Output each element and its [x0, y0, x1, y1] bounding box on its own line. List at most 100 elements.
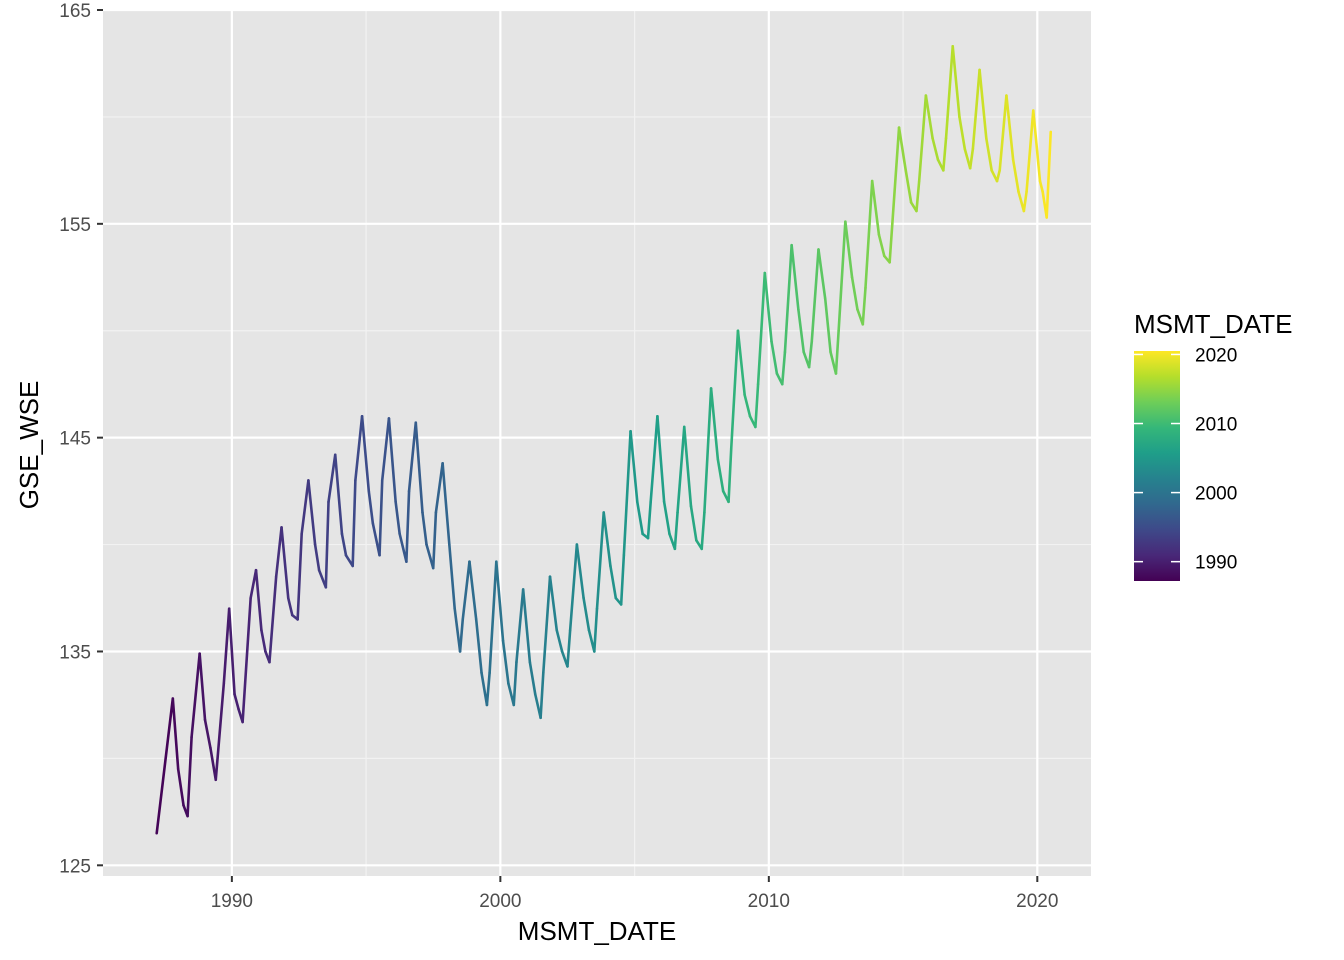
color-legend: MSMT_DATE 1990 2000 2010 2020 — [1134, 309, 1292, 581]
series-segment — [458, 618, 465, 653]
series-segment — [971, 68, 981, 151]
series-segment — [743, 393, 752, 418]
series-segment — [998, 94, 1008, 172]
series-segment — [313, 543, 321, 572]
series-segment — [924, 94, 934, 140]
series-segment — [568, 543, 579, 632]
series-segment — [990, 169, 999, 183]
series-segment — [673, 511, 679, 551]
series-segment — [474, 618, 483, 675]
series-segment — [327, 453, 337, 504]
y-tick-label: 165 — [59, 1, 91, 22]
series-segment — [333, 453, 344, 536]
series-segment — [709, 387, 720, 461]
series-segment — [915, 179, 921, 213]
series-segment — [380, 417, 391, 482]
series-segment — [783, 243, 793, 354]
series-segment — [729, 329, 740, 450]
series-line — [155, 45, 1053, 835]
series-segment — [1038, 179, 1044, 194]
series-segment — [682, 425, 693, 508]
series-segment — [877, 233, 886, 258]
series-segment — [629, 429, 639, 504]
series-segment — [515, 588, 525, 664]
series-segment — [850, 275, 859, 311]
series-segment — [837, 220, 847, 333]
series-segment — [823, 297, 832, 354]
series-segment — [944, 45, 955, 140]
series-segment — [888, 222, 894, 264]
series-segment — [249, 568, 258, 600]
series-segment — [756, 271, 767, 386]
series-segment — [542, 575, 552, 675]
series-segment — [1045, 130, 1053, 219]
series-segment — [254, 568, 263, 632]
series-segment — [280, 526, 290, 600]
series-segment — [817, 248, 827, 300]
legend-ticks: 1990 2000 2010 2020 — [1134, 345, 1237, 574]
series-segment — [942, 136, 948, 172]
series-segment — [461, 560, 471, 621]
series-segment — [1031, 109, 1042, 183]
series-segment — [727, 447, 733, 504]
series-segment — [810, 248, 820, 343]
y-axis-title: GSE_WSE — [14, 381, 44, 510]
series-segment — [501, 639, 510, 685]
y-tick-label: 125 — [59, 856, 91, 877]
series-segment — [984, 136, 993, 172]
series-segment — [951, 45, 961, 119]
series-segment — [405, 489, 411, 563]
legend-title: MSMT_DATE — [1134, 309, 1292, 339]
series-segment — [736, 329, 746, 397]
series-segment — [676, 425, 686, 514]
series-segment — [286, 596, 294, 617]
series-segment — [260, 628, 267, 653]
series-segment — [662, 500, 671, 536]
series-segment — [448, 543, 457, 611]
series-segment — [995, 169, 1002, 183]
series-segment — [897, 126, 908, 172]
y-tick-label: 145 — [59, 429, 91, 450]
series-segment — [602, 511, 612, 568]
series-segment — [190, 652, 201, 739]
series-segment — [958, 115, 967, 151]
series-segment — [367, 489, 375, 525]
series-segment — [371, 521, 381, 557]
series-segment — [233, 692, 240, 711]
x-tick-label: 2010 — [748, 891, 790, 912]
series-segment — [807, 340, 814, 369]
series-segment — [528, 660, 537, 696]
y-axis-ticks: 125 135 145 155 165 — [59, 1, 103, 877]
plot-panel — [103, 10, 1091, 876]
x-axis-ticks: 1990 2000 2010 2020 — [211, 876, 1058, 912]
series-segment — [1017, 190, 1026, 213]
series-segment — [656, 414, 666, 504]
series-segment — [1005, 94, 1015, 161]
series-segment — [1025, 109, 1035, 194]
series-segment — [703, 387, 713, 514]
series-segment — [931, 136, 940, 161]
series-segment — [649, 414, 659, 504]
series-segment — [512, 660, 518, 707]
series-segment — [354, 414, 364, 482]
y-tick-label: 135 — [59, 642, 91, 663]
series-segment — [214, 682, 226, 782]
series-segment — [1022, 190, 1028, 213]
series-segment — [324, 500, 330, 589]
series-segment — [387, 417, 397, 504]
series-segment — [797, 308, 806, 354]
series-segment — [595, 511, 606, 611]
x-tick-label: 1990 — [211, 891, 253, 912]
series-segment — [844, 220, 854, 279]
series-segment — [360, 414, 371, 493]
series-segment — [488, 560, 498, 675]
series-segment — [300, 479, 310, 536]
series-segment — [622, 429, 632, 557]
series-segment — [861, 286, 867, 326]
series-segment — [480, 671, 489, 707]
series-segment — [575, 543, 585, 600]
series-segment — [296, 532, 303, 621]
series-segment — [340, 532, 348, 557]
series-segment — [891, 126, 901, 226]
series-segment — [963, 147, 972, 170]
